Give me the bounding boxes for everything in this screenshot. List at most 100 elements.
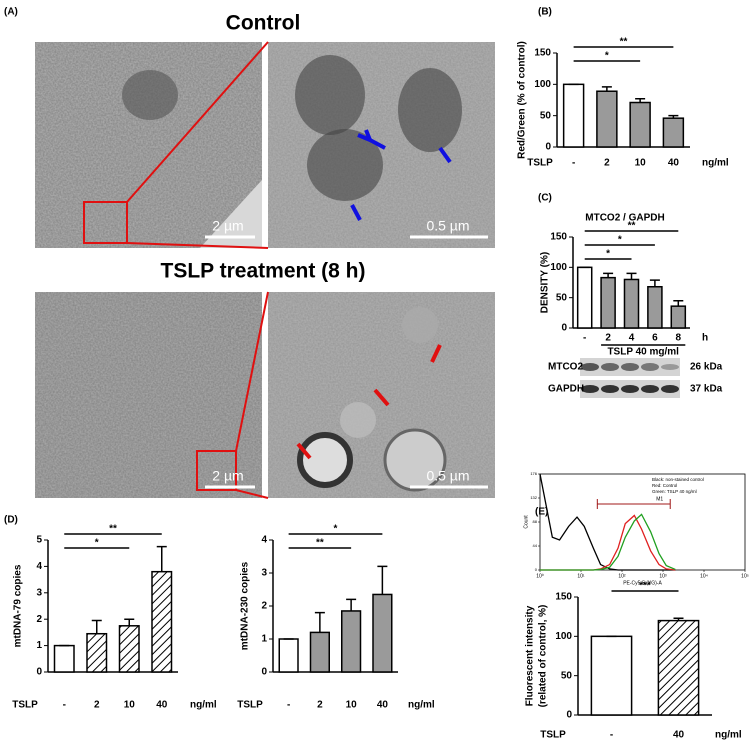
panel-label: (D) [4,515,18,526]
x-tick-label: 2 [94,700,100,711]
x-prefix: TSLP [540,730,566,741]
bar [600,276,616,329]
error-bar [601,86,612,92]
series-line [539,473,676,571]
bar [576,266,593,329]
bar [118,625,140,673]
bar [590,635,633,716]
x-tick-label: 8 [676,333,682,344]
x-axis-label: PE-Cy5-5 (YG)-A [623,580,662,586]
x-unit: ng/ml [190,700,217,711]
y-tick-label: 2 [261,601,267,612]
panel-label: (B) [538,7,552,18]
error-bar [156,545,167,572]
error-bar [603,272,614,278]
series-line [540,513,676,571]
y-tick-label: 0 [261,667,267,678]
y-axis-label: mtDNA-79 copies [13,564,24,647]
significance-label: * [618,235,622,246]
x-tick-label: 10¹ [577,573,585,579]
bar [647,285,663,329]
error-bar [314,611,325,633]
error-bar [668,114,679,119]
x-prefix: TSLP [237,700,263,711]
bar [670,305,687,329]
blot-label: GAPDH [548,384,584,395]
blot-size: 26 kDa [690,362,723,373]
bar [86,632,108,673]
y-tick-label: 88 [533,519,538,524]
significance-label: * [606,249,610,260]
em-images [35,41,495,499]
x-tick-label: 10² [618,573,626,579]
y-tick-label: 150 [534,48,551,59]
x-tick-label: 2 [317,700,323,711]
significance-label: ** [109,524,117,535]
gate-label: M1 [656,496,663,502]
legend-entry: Black: non-stained control [652,477,704,482]
scale-label: 2 µm [212,218,243,234]
error-bar [124,618,135,626]
x-tick-label: 40 [668,158,680,169]
x-tick-label: 2 [604,158,610,169]
error-bar [635,97,646,103]
y-tick-label: 150 [555,592,572,603]
y-tick-label: 44 [533,543,538,548]
bar [629,101,651,148]
x-prefix: TSLP [527,158,553,169]
y-tick-label: 50 [556,292,568,303]
x-tick-label: 2 [605,333,611,344]
western-blot [580,358,680,398]
x-tick-label: 40 [673,730,685,741]
y-tick-label: 1 [261,634,267,645]
bar [309,631,330,673]
x-tick-label: 10³ [659,573,667,579]
x-tick-label: 40 [377,700,389,711]
y-tick-label: 0 [545,142,551,153]
x-tick-label: 10⁰ [536,573,544,579]
significance-label: ** [628,221,636,232]
significance-label: ** [316,538,324,549]
panel-label: (C) [538,193,552,204]
error-bar [673,617,684,621]
legend-entry: Red: Control [652,483,677,488]
x-tick-label: 10 [635,158,647,169]
plot-frame [539,473,746,571]
y-axis-label: Count [523,515,529,529]
chart-title: MTCO2 / GAPDH [585,213,664,224]
error-bar [91,619,102,634]
y-axis-label: (related of control, %) [538,605,549,708]
significance-label: ** [620,37,628,48]
x-tick-label: - [287,700,290,711]
error-bar [673,299,684,307]
y-tick-label: 0 [535,567,538,572]
bar [662,117,685,148]
x-tick-label: - [63,700,66,711]
y-tick-label: 150 [550,232,567,243]
y-tick-label: 0 [566,710,572,721]
error-bar [346,598,357,611]
bar [623,278,640,329]
x-tick-label: 10⁵ [741,573,749,579]
y-tick-label: 176 [530,471,537,476]
y-tick-label: 100 [555,631,572,642]
x-tick-label: 40 [156,700,168,711]
error-bar [649,279,660,287]
x-tick-label: - [583,333,586,344]
y-tick-label: 3 [261,568,267,579]
legend-entry: Green: TSLP 40 ng/ml [652,489,697,494]
x-tick-label: 6 [652,333,658,344]
y-axis-label: DENSITY (%) [540,252,551,314]
y-tick-label: 50 [540,110,552,121]
y-tick-label: 4 [36,561,42,572]
x-unit: ng/ml [408,700,435,711]
y-axis-label: Fluorescent intensity [525,605,536,706]
image-title: Control [226,12,301,35]
error-bar [377,565,388,595]
y-tick-label: 4 [261,535,267,546]
x-tick-label: 10 [346,700,358,711]
gate [596,499,671,509]
bar [53,644,75,673]
bar [151,570,173,673]
